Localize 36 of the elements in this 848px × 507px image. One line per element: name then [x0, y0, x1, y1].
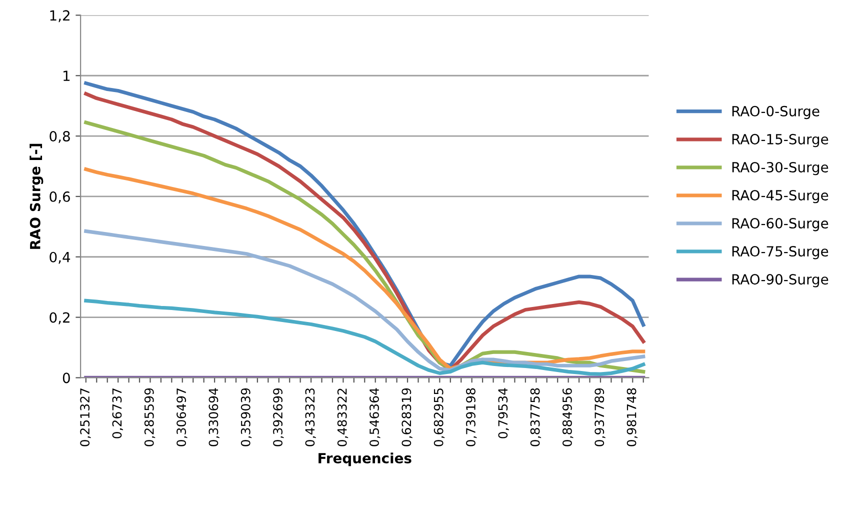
x-tick-label: 0,359039	[240, 388, 252, 446]
y-tick-label: 0	[62, 372, 70, 384]
line-series	[84, 229, 646, 372]
y-tick-label: 0,4	[50, 252, 70, 264]
legend-label: RAO-30-Surge	[732, 162, 828, 176]
x-tick-label: 0,546364	[370, 388, 380, 446]
x-tick-label: 0,433323	[305, 388, 316, 446]
x-tick-label: 0,837758	[530, 388, 542, 446]
x-tick-label: 0,330694	[208, 388, 220, 446]
legend-label: RAO-45-Surge	[732, 190, 828, 204]
x-tick-label: 0,739198	[466, 388, 477, 446]
x-axis-title: Frequencies	[318, 452, 412, 466]
legend-label: RAO-90-Surge	[732, 274, 828, 288]
legend-label: RAO-0-Surge	[732, 106, 820, 120]
x-tick-label: 0,285599	[144, 388, 156, 446]
y-tick-label: 0,2	[50, 312, 70, 324]
y-tick-label: 0,8	[50, 131, 70, 143]
legend-label: RAO-75-Surge	[732, 246, 828, 260]
x-tick-label: 0,628319	[402, 388, 412, 446]
y-tick-label: 1	[64, 70, 70, 81]
y-tick-label: 1,2	[50, 10, 70, 22]
x-tick-label: 0,251327	[80, 388, 91, 446]
legend-label: RAO-15-Surge	[732, 134, 828, 148]
x-tick-label: 0,26737	[112, 388, 123, 438]
y-axis-title: RAO Surge [-]	[30, 144, 44, 249]
legend-label: RAO-60-Surge	[732, 218, 828, 232]
line-series	[84, 298, 646, 376]
x-tick-label: 0,306497	[176, 388, 188, 446]
x-tick-label: 0,937789	[594, 388, 606, 446]
x-tick-label: 0,483322	[337, 388, 348, 446]
x-tick-label: 0,392699	[273, 388, 284, 446]
x-tick-label: 0,884956	[562, 388, 574, 446]
y-tick-label: 0,6	[50, 191, 70, 204]
x-tick-label: 0,981748	[626, 388, 638, 446]
x-tick-label: 0,682955	[434, 388, 445, 446]
x-tick-label: 0,79534	[498, 388, 509, 438]
